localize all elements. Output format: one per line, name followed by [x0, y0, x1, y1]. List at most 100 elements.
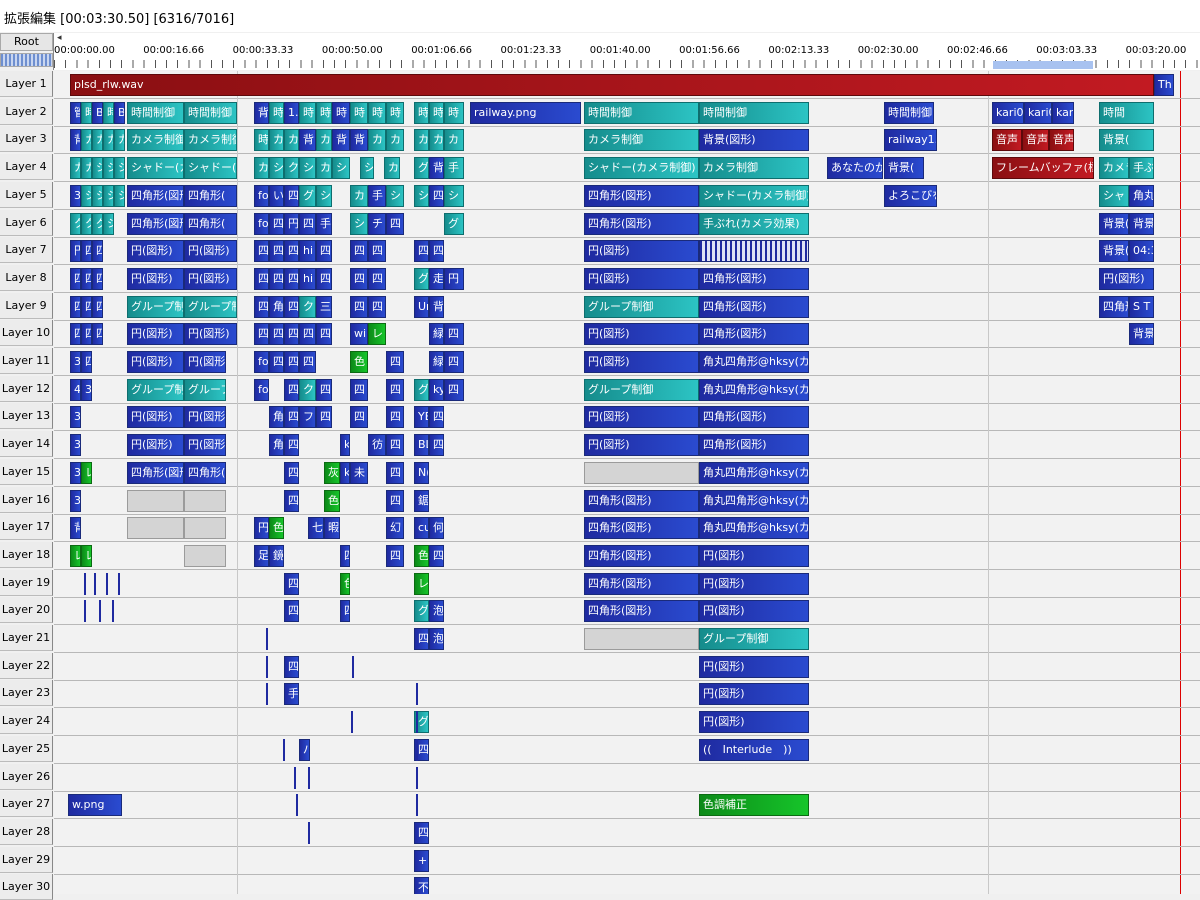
timeline-object-sliver[interactable] — [351, 711, 353, 734]
timeline-object-clip[interactable]: 四 — [254, 240, 269, 263]
timeline-object-clip[interactable]: グ — [414, 157, 429, 180]
timeline-object-clip[interactable]: 時 — [332, 101, 350, 124]
timeline-object-clip[interactable]: 時 — [103, 101, 114, 124]
timeline-object-clip[interactable]: カ — [92, 129, 103, 152]
timeline-object-clip[interactable]: 四 — [299, 212, 316, 235]
timeline-object-clip[interactable]: 四 — [429, 406, 444, 429]
timeline-object-clip[interactable]: 四 — [386, 212, 404, 235]
horizontal-scroll-indicator[interactable] — [0, 53, 53, 67]
timeline-object-clip[interactable] — [127, 489, 184, 512]
timeline-object-clip[interactable]: 四 — [386, 406, 404, 429]
timeline-object-clip[interactable]: グループ制 — [184, 378, 226, 401]
timeline-object-clip[interactable]: 幻 — [386, 517, 404, 540]
timeline-object-clip[interactable]: 円(図形) — [127, 406, 184, 429]
timeline-object-clip[interactable]: 四 — [92, 323, 103, 346]
timeline-object-clip[interactable]: 1. — [284, 101, 299, 124]
timeline-object-clip[interactable]: グループ制御 — [584, 295, 699, 318]
timeline-object-clip[interactable]: 時間制御 — [584, 101, 699, 124]
timeline-object-clip[interactable]: シ — [386, 184, 404, 207]
layer-header[interactable]: Layer 20 — [0, 597, 53, 624]
timeline-object-clip[interactable]: 四 — [70, 295, 81, 318]
timeline-object-clip[interactable]: 四角形 — [1099, 295, 1129, 318]
timeline-object-clip[interactable]: 手ぶ — [1129, 157, 1154, 180]
layer-header[interactable]: Layer 13 — [0, 403, 53, 430]
timeline-object-clip[interactable]: 四 — [368, 295, 386, 318]
timeline-object-clip[interactable]: 円(図形) — [1099, 267, 1154, 290]
timeline-object-clip[interactable]: 四 — [284, 351, 299, 373]
timeline-object-clip[interactable]: 時 — [429, 101, 444, 124]
timeline-object-clip[interactable]: 円(図形) — [127, 434, 184, 457]
timeline-object-clip[interactable]: 時 — [444, 101, 464, 124]
timeline-object-clip[interactable]: 時間制御 — [699, 101, 809, 124]
timeline-object-clip[interactable]: 四 — [70, 323, 81, 346]
timeline-object-sliver[interactable] — [416, 766, 418, 789]
layer-header[interactable]: Layer 27 — [0, 791, 53, 818]
timeline-object-clip[interactable]: 時 — [350, 101, 368, 124]
timeline-object-clip[interactable]: 3 — [70, 461, 81, 484]
timeline-object-clip[interactable]: 背 — [254, 101, 269, 124]
timeline-object-clip[interactable]: シャド — [1099, 184, 1129, 207]
timeline-object-sliver[interactable] — [416, 794, 418, 817]
timeline-object-clip[interactable]: ク — [81, 212, 92, 235]
timeline-object-sliver[interactable] — [308, 821, 310, 844]
timeline-object-clip[interactable]: 円(図形) — [699, 600, 809, 623]
layer-header[interactable]: Layer 19 — [0, 569, 53, 596]
timeline-object-clip[interactable]: カ — [70, 157, 81, 180]
timeline-object-sliver[interactable] — [352, 655, 354, 678]
timeline-object-clip[interactable]: YE — [414, 406, 429, 429]
timeline-object-clip[interactable]: 円(図形) — [184, 434, 226, 457]
timeline-object-clip[interactable]: 背景( — [1099, 240, 1129, 263]
timeline-object-sliver[interactable] — [99, 600, 101, 623]
timeline-object-clip[interactable]: fo — [254, 378, 269, 401]
timeline-object-clip[interactable]: 緑 — [429, 351, 444, 373]
timeline-object-clip[interactable] — [699, 240, 809, 263]
timeline-object-clip[interactable]: 時 — [414, 101, 429, 124]
root-button[interactable]: Root — [0, 33, 53, 51]
timeline-object-clip[interactable]: レ — [81, 544, 92, 567]
timeline-object-clip[interactable]: kari0 — [1024, 101, 1052, 124]
timeline-object-clip[interactable]: railway1.p — [884, 129, 937, 152]
timeline-object-clip[interactable]: railway.png — [470, 101, 581, 124]
timeline-object-clip[interactable]: 円(図形) — [584, 323, 699, 346]
timeline-object-clip[interactable]: カ — [414, 129, 429, 152]
timeline-object-clip[interactable]: グ — [414, 378, 429, 401]
timeline-object-clip[interactable]: 四角形(図形 — [127, 212, 184, 235]
timeline-object-clip[interactable]: B — [114, 101, 125, 124]
timeline-object-clip[interactable]: 四 — [284, 461, 299, 484]
timeline-object-clip[interactable]: シ — [269, 157, 284, 180]
timeline-object-clip[interactable]: 円 — [254, 517, 269, 540]
timeline-object-clip[interactable]: 四 — [429, 240, 444, 263]
timeline-object-clip[interactable]: 円(図形) — [584, 434, 699, 457]
timeline-object-clip[interactable]: 鏡 — [269, 544, 284, 567]
timeline-object-clip[interactable]: 四角形(図形) — [584, 489, 699, 512]
timeline-object-clip[interactable]: 四 — [70, 267, 81, 290]
timeline-object-clip[interactable]: 緑 — [429, 323, 444, 346]
timeline-object-clip[interactable]: 灰 — [324, 461, 340, 484]
layer-header[interactable]: Layer 3 — [0, 126, 53, 153]
scroll-left-icon[interactable]: ◂ — [57, 33, 62, 43]
timeline-object-clip[interactable]: 3 — [70, 351, 81, 373]
timeline-object-clip[interactable]: 七 — [308, 517, 324, 540]
layer-header[interactable]: Layer 7 — [0, 237, 53, 264]
timeline-object-clip[interactable]: 円 — [70, 240, 81, 263]
timeline-object-clip[interactable]: k — [340, 461, 350, 484]
timeline-object-clip[interactable]: 四 — [444, 351, 464, 373]
timeline-object-clip[interactable]: 色 — [350, 351, 368, 373]
timeline-object-clip[interactable]: 円(図形) — [699, 655, 809, 678]
timeline-object-clip[interactable]: 四 — [386, 378, 404, 401]
timeline-object-clip[interactable]: 四 — [350, 295, 368, 318]
timeline-object-clip[interactable]: 円(図形) — [127, 240, 184, 263]
timeline-object-clip[interactable]: グ — [444, 212, 464, 235]
timeline-object-clip[interactable]: 背 — [429, 157, 444, 180]
timeline-object-clip[interactable]: 四角形(図形) — [699, 295, 809, 318]
timeline-object-clip[interactable]: 四 — [444, 378, 464, 401]
timeline-object-clip[interactable]: 四 — [269, 351, 284, 373]
timeline-object-clip[interactable]: 四 — [254, 295, 269, 318]
timeline-object-clip[interactable]: 角丸 — [1129, 184, 1154, 207]
timeline-object-clip[interactable]: 三 — [316, 295, 332, 318]
timeline-object-clip[interactable]: 円(図形) — [584, 351, 699, 373]
timeline-object-clip[interactable]: 四 — [316, 378, 332, 401]
timeline-object-clip[interactable]: 四 — [269, 240, 284, 263]
timeline-object-clip[interactable]: 背 — [70, 517, 81, 540]
timeline-object-clip[interactable]: 四 — [368, 240, 386, 263]
